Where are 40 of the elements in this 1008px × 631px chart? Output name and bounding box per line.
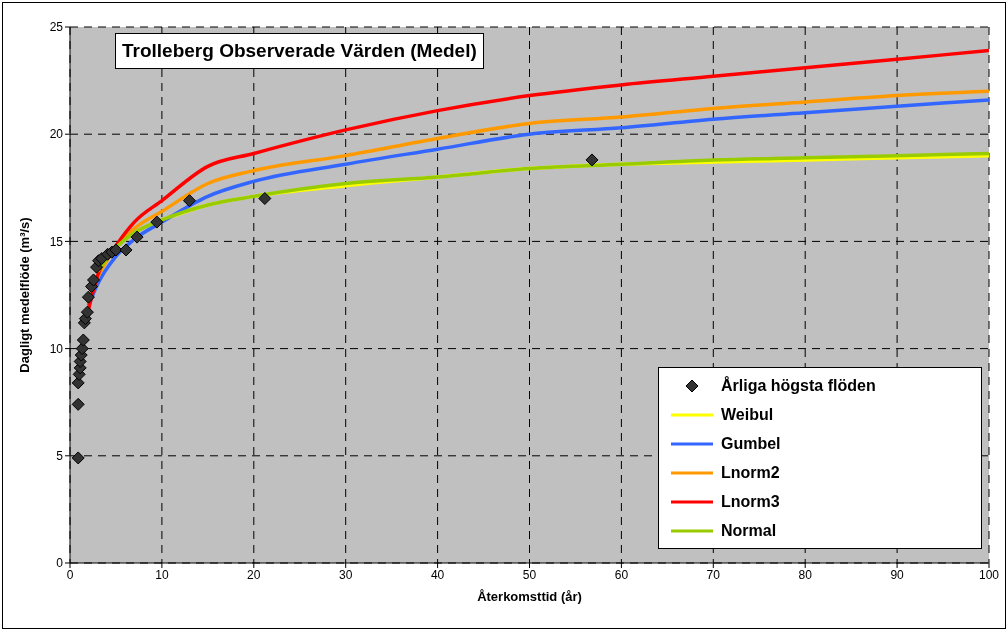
x-axis-title: Återkomsttid (år)	[477, 589, 582, 604]
x-tick-label: 0	[66, 567, 74, 582]
x-tick-label: 60	[614, 567, 629, 582]
legend-label: Normal	[721, 521, 777, 540]
y-tick-label: 0	[56, 556, 64, 571]
legend-label: Lnorm2	[721, 463, 780, 482]
point	[71, 451, 85, 465]
legend-label: Weibul	[721, 405, 774, 424]
x-tick-label: 70	[706, 567, 721, 582]
y-tick-label: 15	[49, 234, 64, 249]
x-tick-label: 100	[978, 567, 1000, 582]
y-tick-label: 25	[49, 20, 64, 35]
point	[130, 230, 144, 244]
y-tick-label: 10	[49, 341, 64, 356]
x-tick-label: 40	[430, 567, 445, 582]
x-tick-label: 10	[155, 567, 169, 582]
legend-label: Årliga högsta flöden	[721, 376, 876, 395]
text: Trolleberg Observerade Värden (Medel)	[115, 33, 484, 69]
point	[75, 342, 89, 356]
y-tick-label: 20	[49, 127, 64, 142]
y-axis-title: Dagligt medelflöde (m³/s)	[16, 217, 32, 373]
x-tick-label: 30	[339, 567, 353, 582]
x-tick-label: 20	[247, 567, 261, 582]
point	[87, 273, 101, 287]
point	[76, 333, 90, 347]
point	[80, 305, 94, 319]
x-tick-label: 90	[890, 567, 905, 582]
point	[150, 215, 164, 229]
point	[182, 194, 196, 208]
point	[258, 192, 272, 206]
point	[119, 243, 133, 257]
point	[81, 290, 95, 304]
x-tick-label: 50	[522, 567, 537, 582]
point	[71, 397, 85, 411]
legend-label: Gumbel	[721, 434, 781, 453]
legend-label: Lnorm3	[721, 492, 780, 511]
point	[109, 243, 123, 257]
point	[585, 153, 599, 167]
x-tick-label: 80	[798, 567, 813, 582]
y-tick-label: 5	[56, 449, 64, 464]
